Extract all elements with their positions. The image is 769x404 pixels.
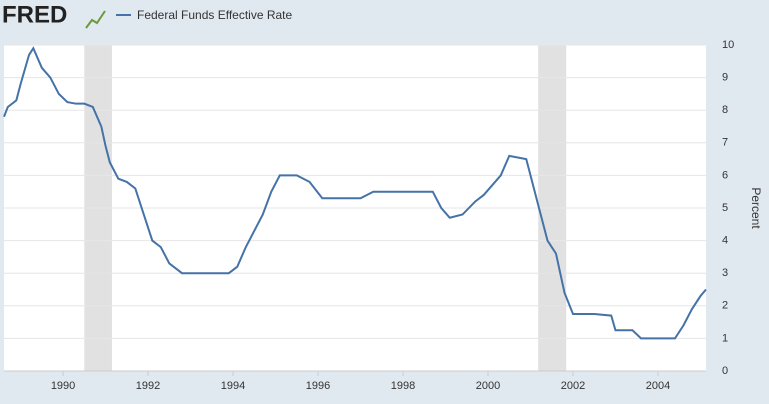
y-tick-label: 4 [722,235,728,247]
y-tick-label: 7 [722,137,728,149]
logo-icon [85,10,106,29]
y-tick-label: 6 [722,169,728,181]
y-axis-label: Percent [749,187,763,229]
y-tick-label: 3 [722,267,728,279]
y-tick-label: 0 [722,365,728,377]
x-tick-label: 2000 [476,380,500,392]
legend-label: Federal Funds Effective Rate [137,8,293,22]
y-tick-label: 9 [722,72,728,84]
y-tick-label: 1 [722,332,728,344]
y-tick-label: 8 [722,104,728,116]
x-tick-label: 1994 [221,380,245,392]
x-tick-label: 2004 [646,380,670,392]
x-tick-label: 1992 [136,380,160,392]
series-line [3,46,707,340]
y-tick-label: 2 [722,300,728,312]
x-tick-label: 1996 [306,380,330,392]
x-tick-label: 1998 [391,380,415,392]
logo: FRED [2,1,67,28]
y-tick-label: 10 [722,39,734,51]
x-tick-label: 2002 [561,380,585,392]
y-tick-label: 5 [722,202,728,214]
x-tick-label: 1990 [51,380,75,392]
